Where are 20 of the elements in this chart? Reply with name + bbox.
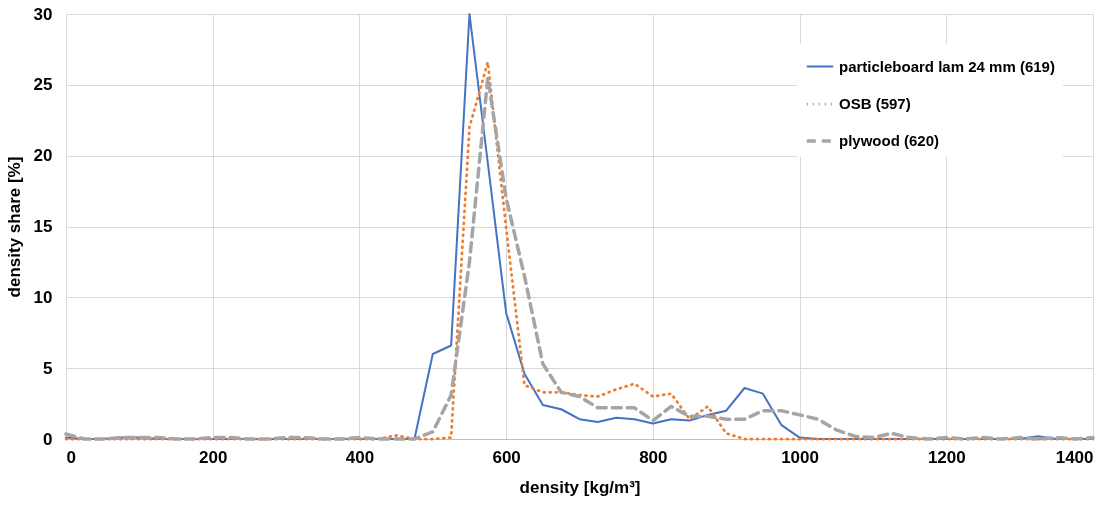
x-tick-label: 1400 bbox=[1055, 447, 1094, 467]
legend-label: plywood (620) bbox=[839, 132, 940, 149]
x-tick-label: 200 bbox=[199, 447, 228, 467]
legend-label: particleboard lam 24 mm (619) bbox=[839, 57, 1055, 75]
y-tick-label: 15 bbox=[33, 217, 53, 236]
legend-label: OSB (597) bbox=[839, 95, 911, 112]
y-axis-title: density share [%] bbox=[4, 156, 24, 298]
y-tick-label: 25 bbox=[33, 75, 53, 95]
y-tick-label: 20 bbox=[33, 146, 53, 166]
x-tick-label: 1000 bbox=[781, 447, 819, 467]
y-tick-label: 10 bbox=[33, 287, 53, 307]
y-tick-label: 0 bbox=[43, 429, 53, 449]
x-axis-title: density [kg/m³] bbox=[519, 477, 641, 497]
x-tick-label: 600 bbox=[492, 447, 521, 467]
y-tick-label: 30 bbox=[33, 4, 53, 24]
x-tick-label: 1200 bbox=[927, 447, 966, 467]
y-tick-label: 5 bbox=[43, 358, 53, 378]
x-tick-label: 400 bbox=[345, 447, 375, 467]
x-tick-label: 0 bbox=[66, 447, 76, 467]
x-tick-label: 800 bbox=[639, 447, 668, 467]
